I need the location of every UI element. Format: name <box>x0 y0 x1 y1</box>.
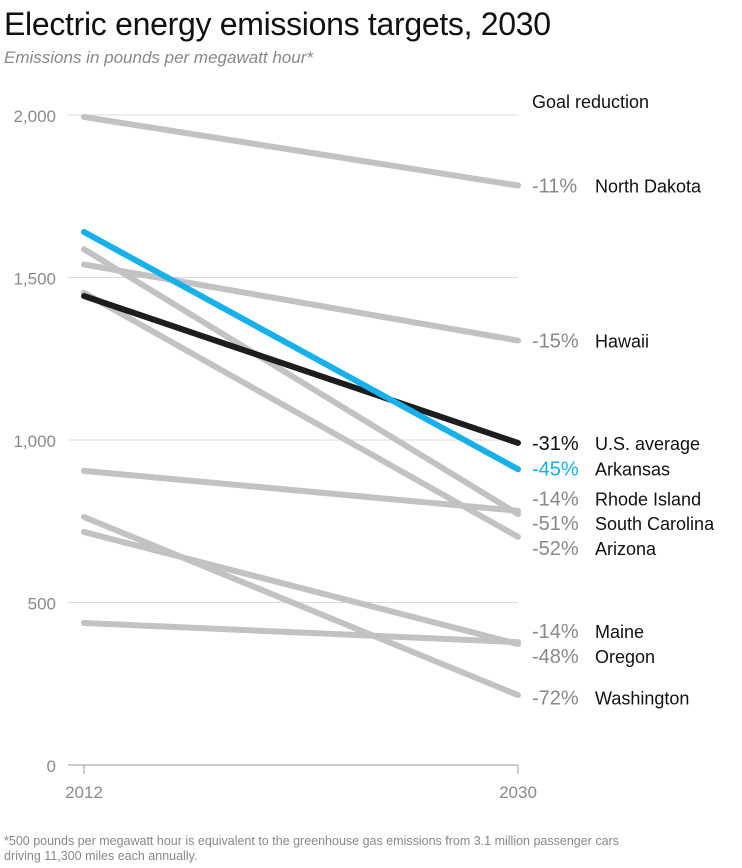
y-tick-label: 2,000 <box>13 107 56 126</box>
chart-title: Electric energy emissions targets, 2030 <box>4 6 551 42</box>
footnote-line-1: *500 pounds per megawatt hour is equival… <box>4 834 619 848</box>
series-line-arizona <box>81 289 521 540</box>
pct-label-north-dakota: -11% <box>532 176 577 198</box>
series-name-oregon: Oregon <box>595 647 655 667</box>
series-line-maine <box>81 619 521 646</box>
series-name-rhode-island: Rhode Island <box>595 490 701 510</box>
legend-title: Goal reduction <box>532 92 649 112</box>
series-line-oregon <box>81 528 521 648</box>
series-line-north-dakota <box>81 113 521 189</box>
footnote-line-2: driving 11,300 miles each annually. <box>4 849 198 863</box>
pct-label-arkansas: -45% <box>532 458 579 480</box>
line-chart: 0 500 1,000 1,500 2,000 2012 2030 -11% North Da… <box>13 92 715 802</box>
series-line-washington <box>81 514 521 699</box>
series-name-south-carolina: South Carolina <box>595 514 715 534</box>
series-line-arkansas <box>81 229 521 473</box>
pct-label-oregon: -48% <box>532 646 579 668</box>
y-tick-label: 1,000 <box>13 432 56 451</box>
series-line-south-carolina <box>81 246 521 518</box>
series-line-hawaii <box>81 261 521 344</box>
x-tick-label: 2012 <box>65 783 103 802</box>
pct-label-arizona: -52% <box>532 538 579 560</box>
pct-label-rhode-island: -14% <box>532 489 579 511</box>
chart-subtitle: Emissions in pounds per megawatt hour* <box>4 48 313 67</box>
series-name-washington: Washington <box>595 689 689 709</box>
x-tick-label: 2030 <box>499 783 537 802</box>
pct-label-washington: -72% <box>532 688 579 710</box>
series-line-u-s-average <box>81 293 521 446</box>
series-name-u-s-average: U.S. average <box>595 434 700 454</box>
series-name-arkansas: Arkansas <box>595 459 670 479</box>
pct-label-u-s-average: -31% <box>532 433 579 455</box>
pct-label-maine: -14% <box>532 621 579 643</box>
series-name-maine: Maine <box>595 622 644 642</box>
y-tick-label: 500 <box>28 595 56 614</box>
series-name-arizona: Arizona <box>595 539 657 559</box>
footnote: *500 pounds per megawatt hour is equival… <box>4 834 734 864</box>
series-name-north-dakota: North Dakota <box>595 177 702 197</box>
series-name-hawaii: Hawaii <box>595 332 649 352</box>
pct-label-hawaii: -15% <box>532 331 579 353</box>
y-tick-label: 0 <box>47 757 56 776</box>
y-tick-label: 1,500 <box>13 270 56 289</box>
series-line-rhode-island <box>81 467 521 514</box>
pct-label-south-carolina: -51% <box>532 513 579 535</box>
